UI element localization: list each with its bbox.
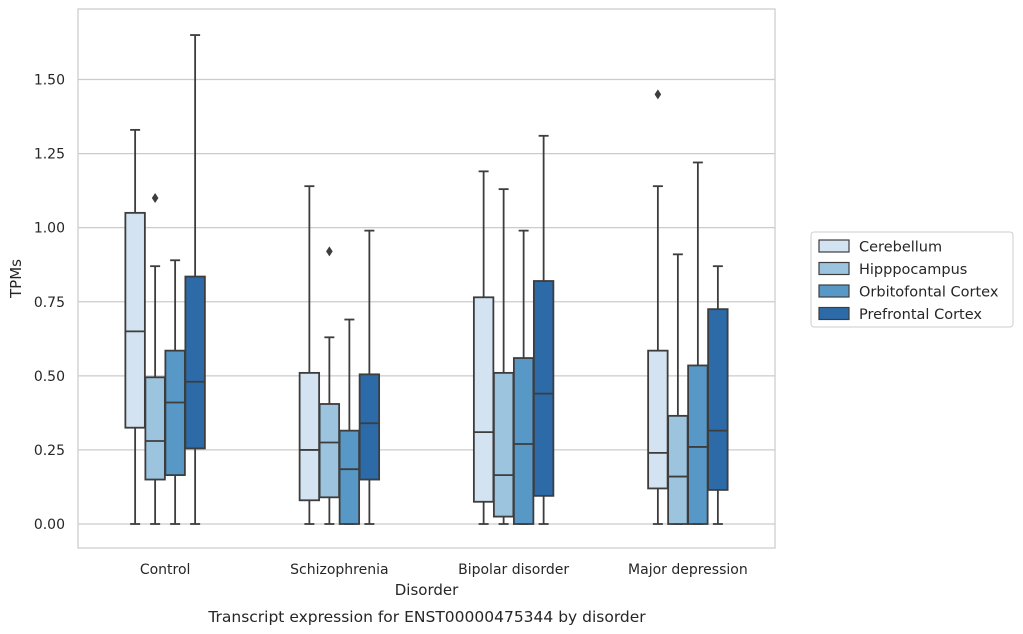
x-tick-label: Major depression [628,562,748,578]
box-3-1 [358,229,381,525]
legend-label: Orbitofontal Cortex [859,285,999,301]
legend-swatch [818,306,850,321]
y-axis-label: TPMs [7,259,25,299]
y-tick-labels: 0.00 0.25 0.50 0.75 1.00 1.25 1.50 [34,73,65,534]
legend-item: Prefrontal Cortex [818,306,982,323]
iqr-box [318,403,341,499]
box-1-3 [667,253,689,525]
box-3-2 [532,134,555,525]
y-tick-label: 1.50 [34,73,65,89]
box-1-0 [144,193,166,525]
box-3-3 [707,265,729,525]
iqr-box [144,376,166,481]
iqr-box [707,308,729,491]
outlier-point [654,89,662,100]
y-tick-label: 1.00 [34,221,65,237]
x-axis-label: Disorder [395,581,459,599]
legend-swatch [818,239,850,253]
iqr-box [124,211,146,429]
y-tick-label: 0.50 [34,369,65,385]
legend-label: Prefrontal Cortex [859,307,982,323]
chart-caption: Transcript expression for ENST0000047534… [207,608,646,626]
box-0-0 [124,128,146,525]
x-tick-label: Schizophrenia [290,562,388,578]
box-0-3 [647,89,669,525]
legend-label: Cerebellum [859,240,942,256]
iqr-box [647,349,669,490]
y-tick-label: 0.25 [34,443,65,459]
iqr-box [687,364,709,525]
outlier-point [326,246,333,257]
box-2-2 [512,229,535,525]
legend-swatch [818,261,850,276]
legend-swatch [818,284,850,298]
iqr-box [164,349,186,477]
legend-item: Hipppocampus [818,261,967,278]
y-tick-label: 1.25 [34,147,65,163]
legend-item: Cerebellum [818,239,942,256]
box-2-1 [338,318,361,525]
box-3-0 [184,34,206,525]
iqr-box [532,280,555,497]
plot-area-frame [77,8,776,549]
x-tick-label: Control [140,562,191,578]
legend: Cerebellum Hipppocampus Orbitofontal Corte… [810,231,1014,328]
x-tick-labels: Control Schizophrenia Bipolar disorder Majo… [140,562,748,578]
boxes [124,34,729,525]
x-tick-label: Bipolar disorder [458,562,569,578]
iqr-box [358,373,381,481]
iqr-box [492,371,515,518]
legend-frame [810,231,1014,328]
box-2-0 [164,259,186,525]
box-0-2 [472,170,495,525]
iqr-box [298,371,321,502]
box-1-1 [318,246,341,525]
box-0-1 [298,185,321,525]
y-tick-label: 0.00 [34,517,65,533]
legend-item: Orbitofontal Cortex [818,284,999,301]
legend-label: Hipppocampus [859,262,967,278]
box-2-3 [687,161,709,525]
outlier-point [151,193,159,204]
iqr-box [338,429,361,525]
iqr-box [184,275,206,450]
iqr-box [472,296,495,503]
box-1-2 [492,188,515,525]
iqr-box [512,357,535,525]
iqr-box [667,414,689,525]
y-tick-label: 0.75 [34,295,65,311]
